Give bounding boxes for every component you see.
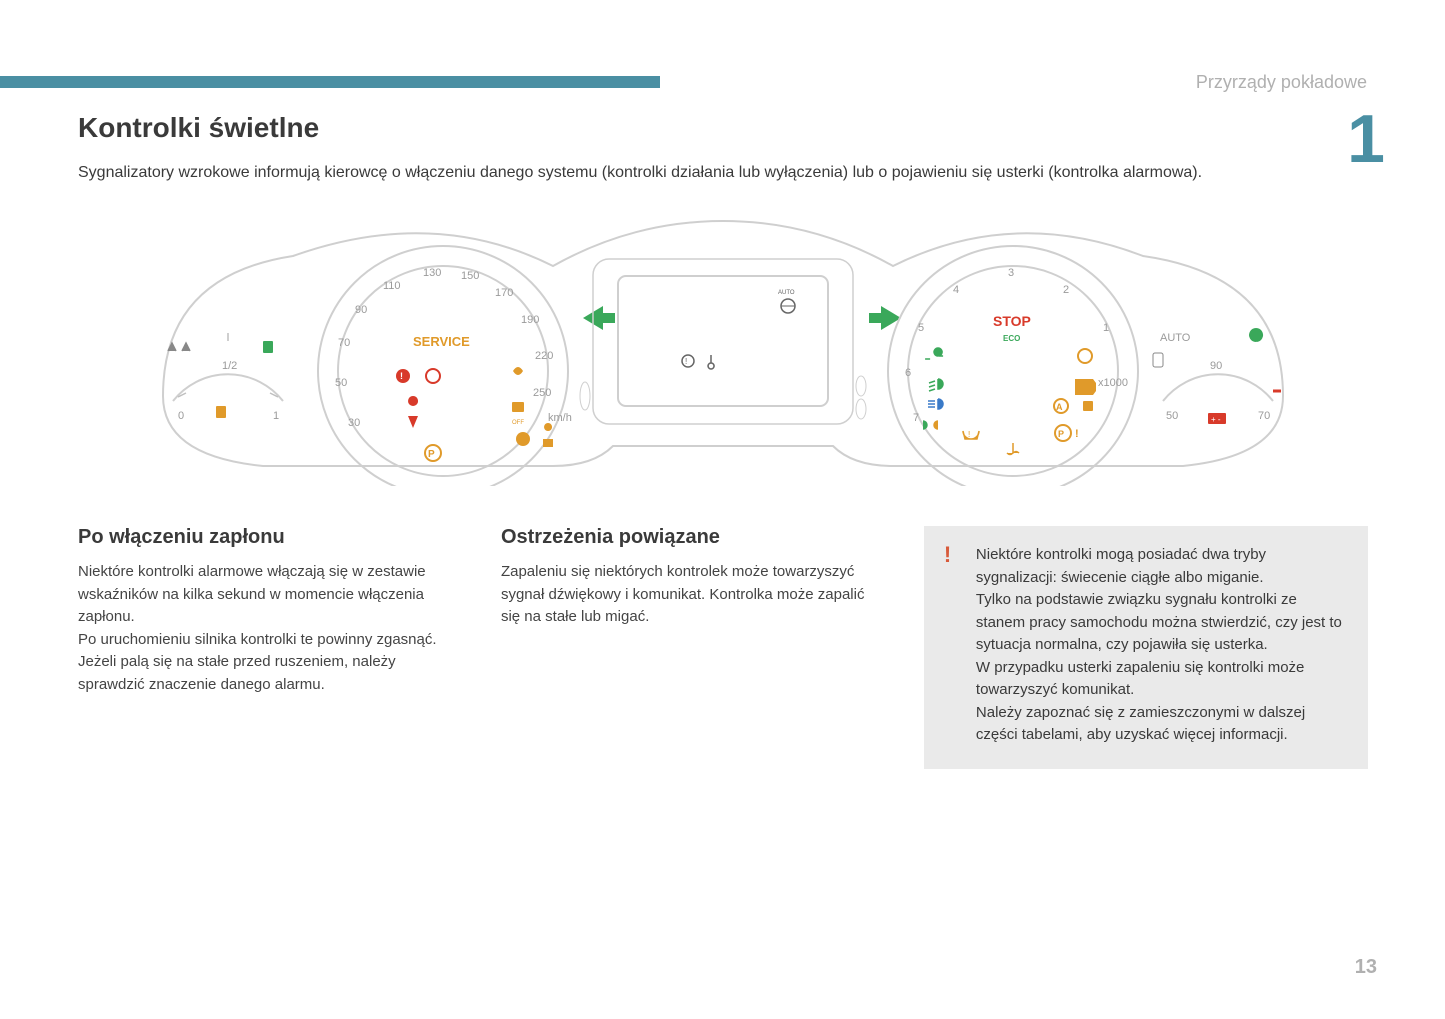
svg-text:AUTO: AUTO [778,290,795,296]
left-turn-icon [583,306,615,330]
seatbelt-icon [408,396,418,428]
svg-text:150: 150 [461,270,479,282]
brake-auto-icon: ! [682,355,694,367]
tachometer-gauge: 7 6 5 4 3 2 1 STOP ECO [888,246,1138,486]
fuel-half-label: 1/2 [222,360,237,372]
center-display: ! AUTO [580,259,866,424]
fuel-gauge: 1/2 0 1 [168,333,283,422]
coolant-temp-icon [1007,443,1019,455]
svg-text:110: 110 [383,280,401,292]
fuel-one-label: 1 [273,410,279,422]
svg-text:!: ! [1075,428,1079,440]
svg-text:7: 7 [913,412,919,424]
svg-text:70: 70 [338,337,350,349]
svg-text:P: P [1058,429,1064,439]
page-title: Kontrolki świetlne [78,112,1368,144]
section-label: Przyrządy pokładowe [1196,72,1367,93]
svg-text:90: 90 [355,304,367,316]
col2-title: Ostrzeżenia powiązane [501,526,884,549]
eco-label: ECO [1003,334,1020,343]
svg-text:30: 30 [348,417,360,429]
service-label: SERVICE [413,334,470,349]
door-icon [1153,353,1163,367]
svg-text:170: 170 [495,287,513,299]
lane-icon [168,343,190,351]
svg-text:!: ! [968,430,970,439]
note-text: Niektóre kontrolki mogą posiadać dwa try… [976,544,1346,747]
column-warnings: Ostrzeżenia powiązane Zapaleniu się niek… [501,526,884,769]
svg-text:!: ! [685,357,687,366]
temp-indicator-icon [708,355,714,369]
svg-text:+ -: + - [1211,415,1221,424]
engine-icon [1075,379,1096,395]
svg-text:x1000: x1000 [1098,377,1128,389]
svg-text:!: ! [400,371,403,381]
column-ignition: Po włączeniu zapłonu Niektóre kontrolki … [78,526,461,769]
fuel-zero-label: 0 [178,410,184,422]
engine-service-icon: OFF [512,402,524,426]
svg-text:km/h: km/h [548,412,572,424]
stop-label: STOP [993,313,1031,329]
page-number: 13 [1355,956,1377,979]
svg-text:OFF: OFF [512,420,524,426]
text-columns: Po włączeniu zapłonu Niektóre kontrolki … [78,526,1368,769]
steering-icon: AUTO [778,290,795,313]
dashboard-diagram: 1/2 0 1 30 50 70 90 110 130 1 [133,196,1313,486]
svg-text:A: A [1056,402,1063,412]
brake-warning-icon [396,369,410,383]
svg-text:P: P [428,449,435,460]
svg-text:250: 250 [533,387,551,399]
svg-text:3: 3 [1008,267,1014,279]
col1-text: Niektóre kontrolki alarmowe włączają się… [78,561,461,696]
header-accent-bar [0,76,660,88]
fog-front-icon [923,421,927,429]
svg-text:5: 5 [918,322,924,334]
col1-title: Po włączeniu zapłonu [78,526,461,549]
page-content: Kontrolki świetlne Sygnalizatory wzrokow… [78,112,1368,769]
note-box: ! Niektóre kontrolki mogą posiadać dwa t… [924,526,1368,769]
intro-paragraph: Sygnalizatory wzrokowe informują kierowc… [78,162,1368,184]
brake-circle-icon [426,369,440,383]
svg-text:90: 90 [1210,360,1222,372]
svg-text:50: 50 [1166,410,1178,422]
svg-text:1: 1 [1103,322,1109,334]
coolant-icon [1083,401,1093,411]
svg-text:4: 4 [953,284,959,296]
low-beam-icon [929,379,943,391]
high-beam-icon [928,399,943,409]
airbag-icon [516,432,530,446]
fuel-low-icon [216,406,226,418]
fuel-pump-icon [263,341,273,353]
speedometer-gauge: 30 50 70 90 110 130 150 170 190 220 250 … [318,246,572,486]
cruise-icon [1250,329,1262,341]
warning-icon: ! [944,542,951,568]
svg-text:AUTO: AUTO [1160,332,1191,344]
svg-text:50: 50 [335,377,347,389]
fog-rear-icon [934,421,938,429]
position-light-icon [925,348,943,359]
esp-icon [513,367,523,375]
temp-gauge: 50 70 90 AUTO + - [1153,329,1281,424]
svg-text:130: 130 [423,267,441,279]
svg-text:2: 2 [1063,284,1069,296]
tpms-icon [963,431,979,439]
col2-text: Zapaleniu się niektórych kontrolek może … [501,561,884,629]
svg-text:190: 190 [521,314,539,326]
abs-icon [1078,349,1092,363]
svg-text:70: 70 [1258,410,1270,422]
svg-text:6: 6 [905,367,911,379]
svg-text:220: 220 [535,350,553,362]
